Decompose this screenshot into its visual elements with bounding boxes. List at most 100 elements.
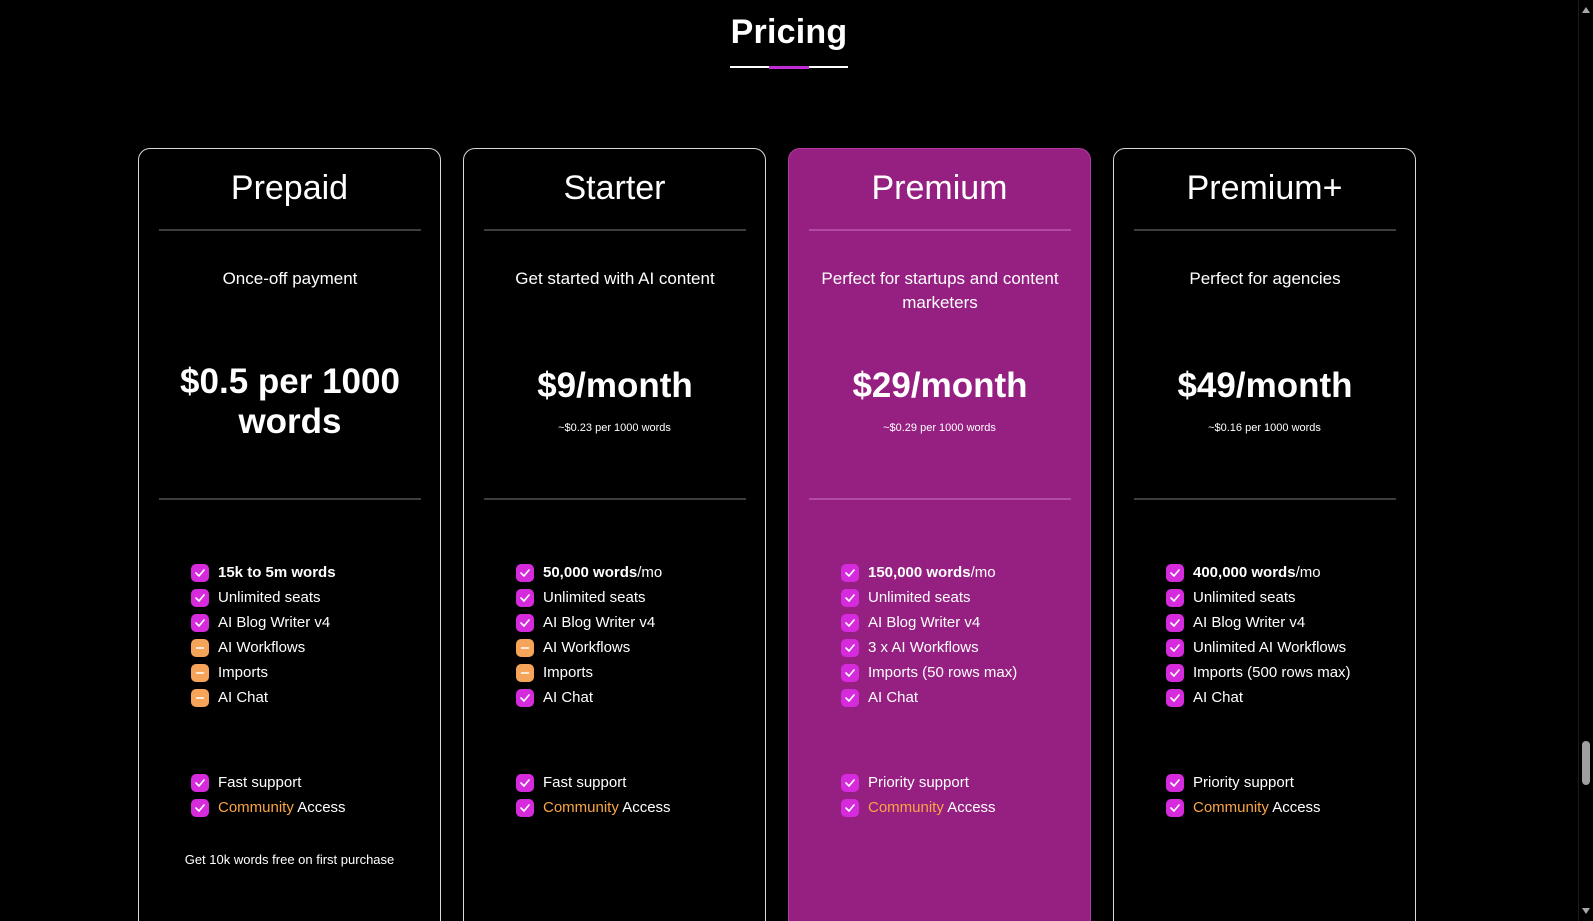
check-icon bbox=[516, 588, 534, 607]
feature-item: Fast support bbox=[191, 770, 346, 795]
feature-list: 400,000 words/mo Unlimited seats AI Blog… bbox=[1166, 560, 1351, 710]
plan-footnote: Get 10k words free on first purchase bbox=[184, 852, 395, 867]
plan-name: Starter bbox=[563, 169, 666, 207]
feature-item: AI Workflows bbox=[191, 635, 336, 660]
feature-list: 50,000 words/mo Unlimited seats AI Blog … bbox=[516, 560, 662, 710]
feature-item: Community Access bbox=[1166, 795, 1321, 820]
feature-item: Community Access bbox=[841, 795, 996, 820]
section-title: Pricing bbox=[730, 13, 848, 51]
feature-text: Imports bbox=[543, 664, 594, 681]
divider bbox=[159, 229, 421, 231]
feature-list: 150,000 words/mo Unlimited seats AI Blog… bbox=[841, 560, 1017, 710]
feature-text: 3 x AI Workflows bbox=[868, 639, 979, 656]
feature-text: Unlimited seats bbox=[1193, 589, 1296, 606]
scroll-up-arrow-icon[interactable] bbox=[1582, 7, 1590, 13]
feature-text: Imports bbox=[218, 664, 269, 681]
feature-item: 150,000 words/mo bbox=[841, 560, 1017, 585]
check-icon bbox=[841, 613, 859, 632]
plan-price: $49/month bbox=[1177, 366, 1353, 405]
plan-name: Premium bbox=[871, 169, 1008, 207]
scroll-down-arrow-icon[interactable] bbox=[1582, 908, 1590, 914]
support-list: Priority support Community Access bbox=[841, 770, 996, 820]
feature-item: 15k to 5m words bbox=[191, 560, 336, 585]
check-icon bbox=[191, 798, 209, 817]
feature-item: Imports bbox=[191, 660, 336, 685]
check-icon bbox=[1166, 688, 1184, 707]
feature-text: AI Workflows bbox=[218, 639, 306, 656]
feature-highlight: 50,000 words bbox=[543, 564, 638, 581]
community-text: Access bbox=[293, 799, 346, 816]
feature-item: AI Blog Writer v4 bbox=[841, 610, 1017, 635]
feature-text: /mo bbox=[1295, 564, 1321, 581]
feature-item: AI Workflows bbox=[516, 635, 662, 660]
feature-item: AI Chat bbox=[841, 685, 1017, 710]
community-text: Access bbox=[618, 799, 671, 816]
support-list: Priority support Community Access bbox=[1166, 770, 1321, 820]
plan-tagline: Perfect for agencies bbox=[1189, 269, 1341, 288]
check-icon bbox=[841, 773, 859, 792]
check-icon bbox=[191, 773, 209, 792]
check-icon bbox=[841, 638, 859, 657]
scrollbar-thumb[interactable] bbox=[1582, 741, 1590, 785]
feature-item: Unlimited seats bbox=[516, 585, 662, 610]
feature-text: AI Blog Writer v4 bbox=[1193, 614, 1306, 631]
community-highlight: Community bbox=[868, 799, 944, 816]
feature-item: 400,000 words/mo bbox=[1166, 560, 1351, 585]
pricing-header: Pricing bbox=[0, 10, 1578, 69]
feature-item: Priority support bbox=[841, 770, 996, 795]
community-highlight: Community bbox=[1193, 799, 1269, 816]
title-underline-accent bbox=[769, 66, 809, 69]
plan-card-premium: Premium Perfect for startups and content… bbox=[788, 148, 1091, 921]
feature-text: AI Chat bbox=[218, 689, 269, 706]
feature-text: AI Blog Writer v4 bbox=[543, 614, 656, 631]
minus-icon bbox=[191, 688, 209, 707]
feature-text: AI Chat bbox=[868, 689, 919, 706]
feature-list: 15k to 5m words Unlimited seats AI Blog … bbox=[191, 560, 336, 710]
feature-text: /mo bbox=[970, 564, 996, 581]
feature-item: AI Chat bbox=[191, 685, 336, 710]
minus-icon bbox=[191, 638, 209, 657]
divider bbox=[809, 229, 1071, 231]
minus-icon bbox=[191, 663, 209, 682]
feature-item: Fast support bbox=[516, 770, 671, 795]
check-icon bbox=[191, 613, 209, 632]
feature-item: Unlimited seats bbox=[1166, 585, 1351, 610]
feature-item: 3 x AI Workflows bbox=[841, 635, 1017, 660]
plan-tagline: Once-off payment bbox=[222, 269, 358, 288]
feature-highlight: 150,000 words bbox=[868, 564, 971, 581]
plan-name: Prepaid bbox=[230, 169, 349, 207]
divider bbox=[1134, 498, 1396, 500]
check-icon bbox=[516, 613, 534, 632]
check-icon bbox=[841, 588, 859, 607]
check-icon bbox=[1166, 588, 1184, 607]
divider bbox=[484, 498, 746, 500]
feature-item: AI Blog Writer v4 bbox=[1166, 610, 1351, 635]
plan-price: $29/month bbox=[852, 366, 1028, 405]
feature-text: AI Workflows bbox=[543, 639, 631, 656]
feature-text: Unlimited seats bbox=[868, 589, 971, 606]
check-icon bbox=[191, 563, 209, 582]
price-per-words: ~$0.16 per 1000 words bbox=[1208, 422, 1321, 434]
feature-item: Unlimited AI Workflows bbox=[1166, 635, 1351, 660]
title-underline bbox=[730, 66, 848, 69]
feature-text: AI Chat bbox=[543, 689, 594, 706]
minus-icon bbox=[516, 638, 534, 657]
minus-icon bbox=[516, 663, 534, 682]
feature-text: Unlimited seats bbox=[218, 589, 321, 606]
vertical-scrollbar[interactable] bbox=[1578, 0, 1593, 921]
check-icon bbox=[841, 563, 859, 582]
check-icon bbox=[516, 798, 534, 817]
feature-item: AI Blog Writer v4 bbox=[516, 610, 662, 635]
check-icon bbox=[1166, 638, 1184, 657]
feature-text: Unlimited seats bbox=[543, 589, 646, 606]
feature-item: AI Chat bbox=[1166, 685, 1351, 710]
plan-tagline: Get started with AI content bbox=[515, 269, 715, 288]
feature-highlight: 15k to 5m words bbox=[218, 564, 336, 581]
support-text: Fast support bbox=[218, 774, 302, 791]
feature-item: AI Blog Writer v4 bbox=[191, 610, 336, 635]
check-icon bbox=[841, 798, 859, 817]
feature-item: Imports (50 rows max) bbox=[841, 660, 1017, 685]
feature-item: Imports (500 rows max) bbox=[1166, 660, 1351, 685]
check-icon bbox=[191, 588, 209, 607]
support-text: Priority support bbox=[1193, 774, 1294, 791]
